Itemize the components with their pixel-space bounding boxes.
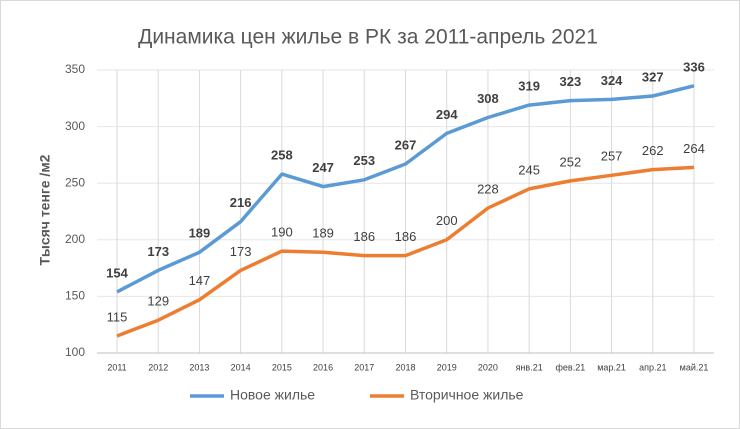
x-tick-label: 2016 (313, 362, 333, 372)
data-label: 173 (230, 244, 252, 259)
x-tick-label: 2013 (189, 362, 209, 372)
data-label: 324 (601, 73, 623, 88)
data-label: 247 (312, 160, 334, 175)
data-label: 258 (271, 148, 293, 163)
x-tick-label: 2012 (148, 362, 168, 372)
legend-label: Новое жилье (230, 387, 315, 403)
x-tick-label: 2017 (354, 362, 374, 372)
data-label: 200 (436, 213, 458, 228)
legend-label: Вторичное жилье (410, 387, 524, 403)
x-tick-label: май.21 (680, 362, 709, 372)
data-label: 186 (395, 229, 417, 244)
x-tick-label: 2019 (437, 362, 457, 372)
data-label: 267 (395, 137, 417, 152)
data-label: 216 (230, 195, 252, 210)
x-tick-label: 2011 (107, 362, 126, 372)
data-label: 154 (106, 265, 128, 280)
data-label: 252 (560, 154, 582, 169)
data-label: 245 (518, 162, 540, 177)
x-tick-label: апр.21 (639, 362, 666, 372)
y-tick-label: 250 (65, 175, 85, 189)
data-label: 129 (147, 294, 169, 309)
y-tick-label: 100 (65, 345, 85, 359)
y-axis-label: Тысяч тенге /м2 (37, 154, 53, 265)
line-series (116, 84, 695, 294)
data-label: 173 (147, 244, 169, 259)
x-tick-label: янв.21 (516, 362, 543, 372)
x-tick-label: мар.21 (597, 362, 626, 372)
data-label: 257 (601, 149, 623, 164)
data-label: 294 (436, 107, 458, 122)
y-tick-label: 200 (65, 232, 85, 246)
chart-title: Динамика цен жилье в РК за 2011-апрель 2… (138, 26, 598, 49)
line-series (116, 165, 695, 338)
x-tick-label: 2014 (231, 362, 251, 372)
data-label: 253 (353, 153, 375, 168)
data-label: 186 (353, 229, 375, 244)
x-tick-label: 2018 (395, 362, 415, 372)
y-tick-label: 150 (65, 289, 85, 303)
x-tick-label: 2015 (272, 362, 292, 372)
data-label: 115 (107, 309, 128, 324)
data-label: 189 (189, 226, 211, 241)
y-tick-label: 300 (65, 119, 85, 133)
data-label: 327 (642, 69, 664, 84)
data-label: 228 (477, 182, 499, 197)
data-label: 262 (642, 143, 664, 158)
data-label: 319 (518, 79, 540, 94)
data-label: 190 (271, 225, 293, 240)
data-label: 264 (683, 141, 705, 156)
x-tick-label: 2020 (478, 362, 498, 372)
data-label: 147 (189, 273, 211, 288)
x-tick-label: фев.21 (556, 362, 586, 372)
data-label: 323 (560, 74, 582, 89)
data-label: 336 (683, 59, 705, 74)
data-label: 189 (312, 226, 334, 241)
data-label: 308 (477, 91, 499, 106)
y-tick-label: 350 (65, 62, 85, 76)
